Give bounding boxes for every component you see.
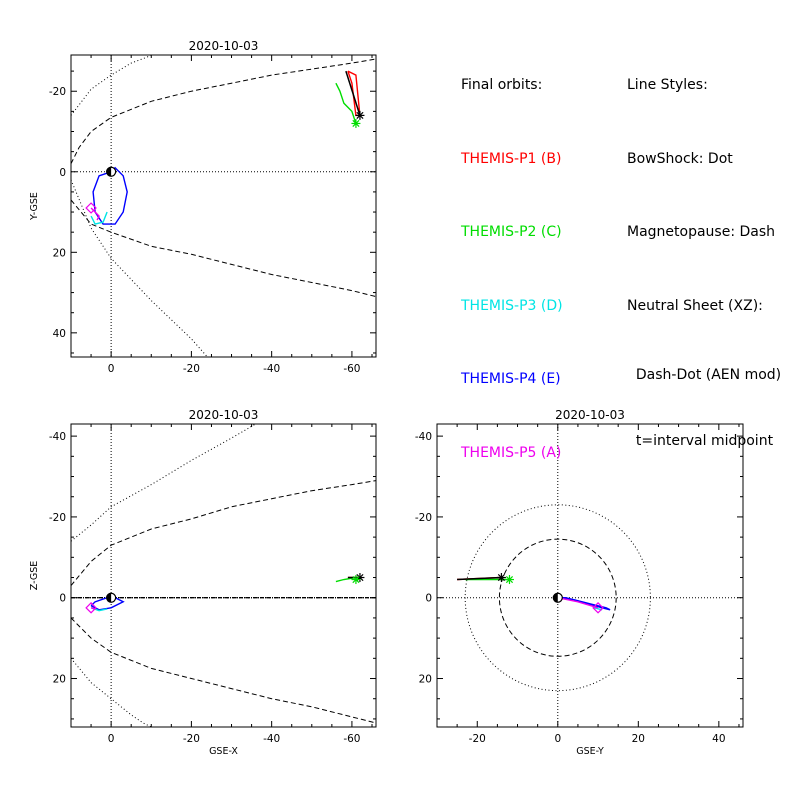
y-tick-label: -20 <box>49 86 66 98</box>
final-orbits-title: Final orbits: <box>461 77 543 93</box>
line-style-neutral-sheet-detail: Dash-Dot (AEN mod) <box>627 367 782 383</box>
x-tick-label: 40 <box>712 733 725 745</box>
y-tick-label: 0 <box>59 593 66 605</box>
x-tick-label: 0 <box>554 733 561 745</box>
x-tick-label: -60 <box>343 363 360 375</box>
orbit-p5 <box>90 207 100 221</box>
plot-area-yz <box>437 424 743 727</box>
line-style-neutral-sheet: Neutral Sheet (XZ): <box>627 297 763 314</box>
asterisk-stroke <box>497 573 505 582</box>
panel-frame <box>70 423 377 728</box>
x-tick-label: 0 <box>108 733 115 745</box>
y-tick-label: -40 <box>49 431 66 443</box>
x-axis-label: GSE-X <box>209 746 238 757</box>
magnetopause-line <box>71 58 376 164</box>
earth-night-side <box>106 593 112 603</box>
bowshock-line <box>71 424 256 542</box>
asterisk-stroke <box>352 575 360 584</box>
panel-title: 2020-10-03 <box>189 408 259 422</box>
orbit-track <box>457 576 502 581</box>
y-axis-label: Z-GSE <box>29 561 40 591</box>
magnetopause-circle <box>498 538 617 657</box>
orbit-p4 <box>92 166 128 225</box>
panel-xz: 0 -20 -40 -60 20 0 -20 -40 2020-10-03 GSE-X Z-GSE <box>29 408 377 757</box>
bowshock-line <box>71 55 152 116</box>
legend-probe-p5: THEMIS-P5 (A) <box>461 444 562 461</box>
y-tick-label: 0 <box>59 167 66 179</box>
panel-xy: 0 -20 -40 -60 -20 0 20 40 2020-10-03 Y-GSE <box>29 39 377 375</box>
line-style-midpoint-note: t=interval midpoint <box>627 433 774 449</box>
earth-night-side <box>106 167 112 177</box>
asterisk-stroke <box>356 111 364 119</box>
x-tick-label: -20 <box>469 733 486 745</box>
orbit-p3 <box>90 211 108 225</box>
line-style-bowshock: BowShock: Dot <box>627 150 733 167</box>
asterisk-marker <box>355 110 365 120</box>
asterisk-stroke <box>505 575 514 584</box>
x-tick-label: -60 <box>343 733 360 745</box>
x-tick-label: -20 <box>183 363 200 375</box>
x-axis-label: GSE-Y <box>576 746 604 757</box>
asterisk-marker <box>496 573 506 583</box>
line-styles-title: Line Styles: <box>627 77 708 93</box>
line-style-magnetopause: Magnetopause: Dash <box>627 224 776 240</box>
panel-frame <box>436 423 744 728</box>
line-styles-legend: Line Styles: BowShock: Dot Magnetopause:… <box>627 24 781 475</box>
asterisk-marker <box>351 118 361 128</box>
y-tick-label: -40 <box>415 431 432 443</box>
y-tick-label: 20 <box>419 674 432 686</box>
ticks-xz: 0 -20 -40 -60 20 0 -20 -40 <box>49 424 376 745</box>
y-tick-label: 20 <box>53 247 66 259</box>
magnetopause-line <box>71 199 376 298</box>
orbit-p2 <box>335 82 357 124</box>
y-tick-label: -20 <box>415 512 432 524</box>
y-axis-label: Y-GSE <box>29 192 40 221</box>
orbit-track <box>345 70 361 116</box>
p5-position-marker <box>85 202 97 214</box>
orbit-p4 <box>557 597 611 611</box>
p5-position-marker <box>592 602 604 614</box>
plot-area-xz <box>71 424 376 727</box>
y-tick-label: 0 <box>425 593 432 605</box>
legend-probe-p1: THEMIS-P1 (B) <box>461 150 562 167</box>
magnetopause-line <box>71 480 376 586</box>
legend-probe-p3: THEMIS-P3 (D) <box>461 297 563 314</box>
x-tick-label: -40 <box>263 363 280 375</box>
orbit-p4 <box>90 597 125 611</box>
ticks-xy: 0 -20 -40 -60 -20 0 20 40 <box>49 55 376 375</box>
legend-probe-p2: THEMIS-P2 (C) <box>461 224 562 240</box>
x-tick-label: -20 <box>183 733 200 745</box>
panel-yz: -20 0 20 40 20 0 -20 -40 2020-10-03 GSE-Y <box>415 408 744 757</box>
final-orbits-legend: Final orbits: THEMIS-P1 (B) THEMIS-P2 (C… <box>461 24 563 490</box>
panel-frame <box>70 54 377 358</box>
p5-position-marker <box>85 602 97 614</box>
panel-title: 2020-10-03 <box>189 39 259 53</box>
legend-probe-p4: THEMIS-P4 (E) <box>461 371 561 387</box>
asterisk-marker <box>351 575 361 585</box>
orbit-p5 <box>557 597 599 609</box>
plot-area-xy <box>71 55 376 357</box>
panel-title: 2020-10-03 <box>555 408 625 422</box>
y-tick-label: 40 <box>53 328 66 340</box>
asterisk-stroke <box>352 119 360 128</box>
bowshock-circle <box>464 504 651 692</box>
ticks-yz: -20 0 20 40 20 0 -20 -40 <box>415 424 743 745</box>
y-tick-label: 20 <box>53 674 66 686</box>
earth-night-side <box>553 593 558 603</box>
x-tick-label: -40 <box>263 733 280 745</box>
bowshock-line <box>71 179 208 357</box>
x-tick-label: 20 <box>632 733 645 745</box>
x-tick-label: 0 <box>108 363 115 375</box>
magnetopause-line <box>71 617 376 724</box>
asterisk-marker <box>504 575 514 585</box>
y-tick-label: -20 <box>49 512 66 524</box>
bowshock-line <box>71 657 152 727</box>
